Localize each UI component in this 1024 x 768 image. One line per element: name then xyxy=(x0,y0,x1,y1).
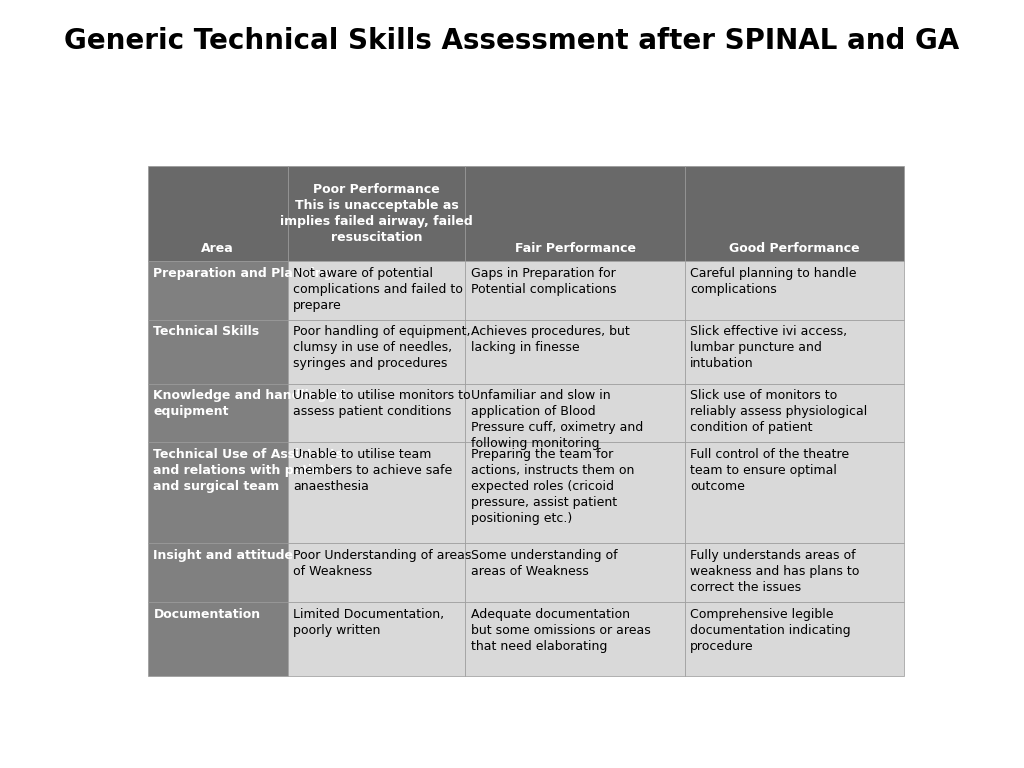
Text: Achieves procedures, but
lacking in finesse: Achieves procedures, but lacking in fine… xyxy=(471,326,630,355)
Bar xyxy=(147,319,288,383)
Bar xyxy=(147,260,288,319)
Bar xyxy=(685,602,904,677)
Text: Some understanding of
areas of Weakness: Some understanding of areas of Weakness xyxy=(471,549,617,578)
Text: Fair Performance: Fair Performance xyxy=(515,242,636,255)
Text: Slick effective ivi access,
lumbar puncture and
intubation: Slick effective ivi access, lumbar punct… xyxy=(690,326,848,370)
Bar xyxy=(685,544,904,602)
Bar xyxy=(466,602,685,677)
Text: Poor Understanding of areas
of Weakness: Poor Understanding of areas of Weakness xyxy=(293,549,472,578)
Text: Documentation: Documentation xyxy=(154,608,260,621)
Bar xyxy=(685,442,904,544)
Text: Poor Performance
This is unacceptable as
implies failed airway, failed
resuscita: Poor Performance This is unacceptable as… xyxy=(281,183,473,244)
Bar xyxy=(466,442,685,544)
Text: Technical Use of Assistants
and relations with patient
and surgical team: Technical Use of Assistants and relation… xyxy=(154,449,343,493)
Text: Knowledge and handling of
equipment: Knowledge and handling of equipment xyxy=(154,389,345,419)
Bar xyxy=(685,166,904,260)
Bar xyxy=(466,260,685,319)
Text: Gaps in Preparation for
Potential complications: Gaps in Preparation for Potential compli… xyxy=(471,266,616,296)
Text: Technical Skills: Technical Skills xyxy=(154,326,259,339)
Text: Preparing the team for
actions, instructs them on
expected roles (cricoid
pressu: Preparing the team for actions, instruct… xyxy=(471,449,635,525)
Text: Fully understands areas of
weakness and has plans to
correct the issues: Fully understands areas of weakness and … xyxy=(690,549,860,594)
Text: Unfamiliar and slow in
application of Blood
Pressure cuff, oximetry and
followin: Unfamiliar and slow in application of Bl… xyxy=(471,389,643,451)
Text: Comprehensive legible
documentation indicating
procedure: Comprehensive legible documentation indi… xyxy=(690,608,851,653)
Bar xyxy=(288,383,466,442)
Bar xyxy=(288,166,466,260)
Bar xyxy=(288,319,466,383)
Text: Unable to utilise monitors to
assess patient conditions: Unable to utilise monitors to assess pat… xyxy=(293,389,471,419)
Bar xyxy=(685,319,904,383)
Bar xyxy=(466,544,685,602)
Bar xyxy=(466,166,685,260)
Bar xyxy=(288,442,466,544)
Text: Preparation and Planning: Preparation and Planning xyxy=(154,266,333,280)
Bar xyxy=(288,602,466,677)
Text: Unable to utilise team
members to achieve safe
anaesthesia: Unable to utilise team members to achiev… xyxy=(293,449,453,493)
Bar xyxy=(147,383,288,442)
Text: Limited Documentation,
poorly written: Limited Documentation, poorly written xyxy=(293,608,444,637)
Text: Slick use of monitors to
reliably assess physiological
condition of patient: Slick use of monitors to reliably assess… xyxy=(690,389,867,435)
Text: Full control of the theatre
team to ensure optimal
outcome: Full control of the theatre team to ensu… xyxy=(690,449,850,493)
Bar xyxy=(147,442,288,544)
Text: Good Performance: Good Performance xyxy=(729,242,860,255)
Text: Area: Area xyxy=(202,242,234,255)
Text: Not aware of potential
complications and failed to
prepare: Not aware of potential complications and… xyxy=(293,266,463,312)
Bar xyxy=(685,383,904,442)
Bar xyxy=(685,260,904,319)
Bar xyxy=(147,602,288,677)
Text: Careful planning to handle
complications: Careful planning to handle complications xyxy=(690,266,857,296)
Text: Poor handling of equipment,
clumsy in use of needles,
syringes and procedures: Poor handling of equipment, clumsy in us… xyxy=(293,326,471,370)
Bar xyxy=(147,166,288,260)
Text: Adequate documentation
but some omissions or areas
that need elaborating: Adequate documentation but some omission… xyxy=(471,608,651,653)
Bar xyxy=(288,544,466,602)
Text: Generic Technical Skills Assessment after SPINAL and GA: Generic Technical Skills Assessment afte… xyxy=(65,27,959,55)
Bar xyxy=(466,383,685,442)
Bar xyxy=(147,544,288,602)
Bar xyxy=(288,260,466,319)
Bar xyxy=(466,319,685,383)
Text: Insight and attitude: Insight and attitude xyxy=(154,549,294,562)
